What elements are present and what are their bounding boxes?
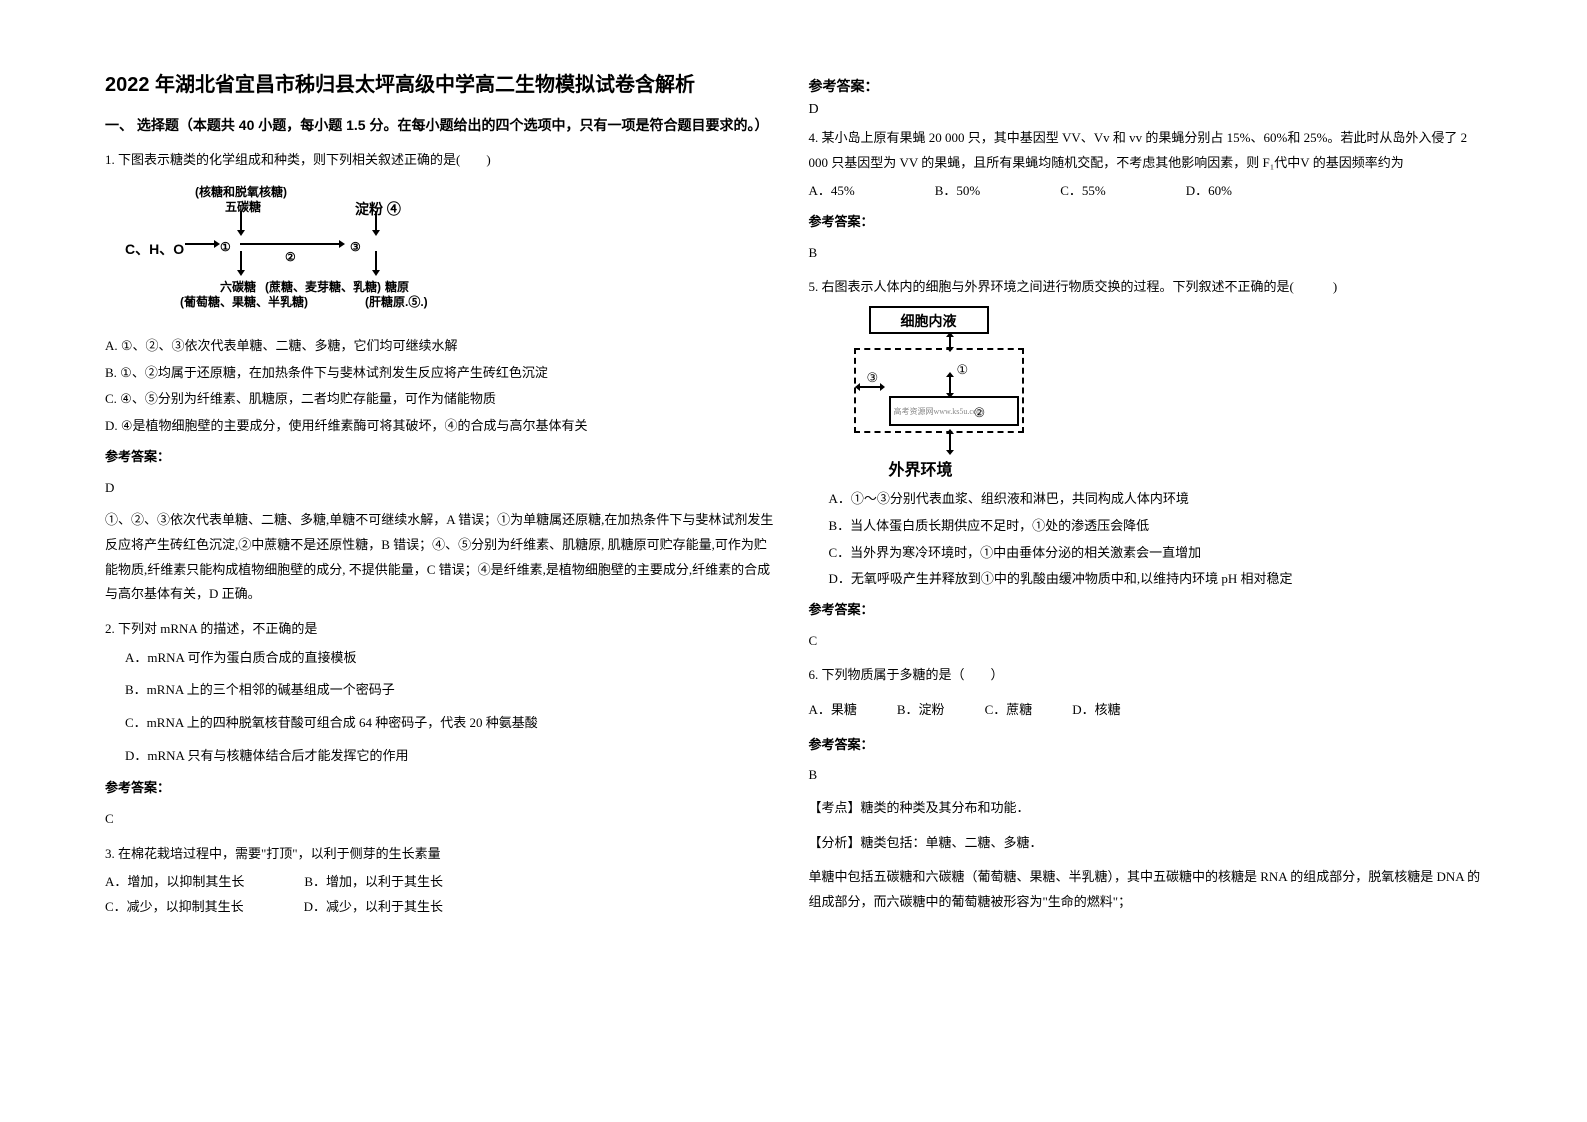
q2-text: 2. 下列对 mRNA 的描述，不正确的是 <box>105 617 779 642</box>
q2-option-c: C．mRNA 上的四种脱氧核苷酸可组合成 64 种密码子，代表 20 种氨基酸 <box>125 711 779 736</box>
q5-figure: 细胞内液 ① ② ③ 高考资源网www.ks5u.com 外界环境 <box>849 306 1049 481</box>
q4-option-a: A．45% <box>809 179 855 204</box>
q5-answer-label: 参考答案： <box>809 598 1483 623</box>
q4-answer: B <box>809 241 1483 266</box>
q3-option-b: B．增加，以利于其生长 <box>304 870 443 895</box>
q1-figure: (核糖和脱氧核糖) 五碳糖 淀粉 ④ C、H、O ① ② ③ 六碳糖 (蔗糖、麦… <box>125 181 455 326</box>
q2-option-a: A．mRNA 可作为蛋白质合成的直接模板 <box>125 646 779 671</box>
q6-text: 6. 下列物质属于多糖的是（ ） <box>809 663 1483 688</box>
q4-answer-label: 参考答案： <box>809 210 1483 235</box>
q6-explain3: 单糖中包括五碳糖和六碳糖（葡萄糖、果糖、半乳糖），其中五碳糖中的核糖是 RNA … <box>809 865 1483 914</box>
question-1: 1. 下图表示糖类的化学组成和种类，则下列相关叙述正确的是( ) (核糖和脱氧核… <box>105 148 779 607</box>
q1-option-b: B. ①、②均属于还原糖，在加热条件下与斐林试剂发生反应将产生砖红色沉淀 <box>105 361 779 386</box>
q1-option-d: D. ④是植物细胞壁的主要成分，使用纤维素酶可将其破坏，④的合成与高尔基体有关 <box>105 414 779 439</box>
q5-option-a: A．①～③分别代表血浆、组织液和淋巴，共同构成人体内环境 <box>829 487 1483 512</box>
q5-answer: C <box>809 629 1483 654</box>
q2-option-d: D．mRNA 只有与核糖体结合后才能发挥它的作用 <box>125 744 779 769</box>
q1-answer: D <box>105 476 779 501</box>
q6-explain1: 【考点】糖类的种类及其分布和功能． <box>809 796 1483 821</box>
q1-explain: ①、②、③依次代表单糖、二糖、多糖,单糖不可继续水解，A 错误；①为单糖属还原糖… <box>105 508 779 607</box>
q6-option-a: A．果糖 <box>809 698 857 723</box>
q5-option-b: B．当人体蛋白质长期供应不足时，①处的渗透压会降低 <box>829 514 1483 539</box>
q1-option-c: C. ④、⑤分别为纤维素、肌糖原，二者均贮存能量，可作为储能物质 <box>105 387 779 412</box>
q3-text: 3. 在棉花栽培过程中，需要"打顶"，以利于侧芽的生长素量 <box>105 842 779 867</box>
q2-answer-label: 参考答案： <box>105 776 779 801</box>
q2-answer: C <box>105 807 779 832</box>
q5-option-c: C．当外界为寒冷环境时，①中由垂体分泌的相关激素会一直增加 <box>829 541 1483 566</box>
q6-answer-label: 参考答案： <box>809 733 1483 758</box>
q3-answer-label: 参考答案： <box>809 76 1483 96</box>
q6-explain2: 【分析】糖类包括：单糖、二糖、多糖． <box>809 831 1483 856</box>
question-2: 2. 下列对 mRNA 的描述，不正确的是 A．mRNA 可作为蛋白质合成的直接… <box>105 617 779 832</box>
q1-text: 1. 下图表示糖类的化学组成和种类，则下列相关叙述正确的是( ) <box>105 148 779 173</box>
q6-option-d: D．核糖 <box>1072 698 1120 723</box>
q4-text: 4. 某小岛上原有果蝇 20 000 只，其中基因型 VV、Vv 和 vv 的果… <box>809 126 1483 175</box>
q6-answer: B <box>809 763 1483 788</box>
q1-option-a: A. ①、②、③依次代表单糖、二糖、多糖，它们均可继续水解 <box>105 334 779 359</box>
q6-option-c: C．蔗糖 <box>985 698 1033 723</box>
q5-text: 5. 右图表示人体内的细胞与外界环境之间进行物质交换的过程。下列叙述不正确的是(… <box>809 275 1483 300</box>
q3-option-a: A．增加，以抑制其生长 <box>105 870 244 895</box>
right-column: 参考答案： D 4. 某小岛上原有果蝇 20 000 只，其中基因型 VV、Vv… <box>794 70 1498 1052</box>
question-4: 4. 某小岛上原有果蝇 20 000 只，其中基因型 VV、Vv 和 vv 的果… <box>809 126 1483 265</box>
question-6: 6. 下列物质属于多糖的是（ ） A．果糖 B．淀粉 C．蔗糖 D．核糖 参考答… <box>809 663 1483 915</box>
section-header: 一、 选择题（本题共 40 小题，每小题 1.5 分。在每小题给出的四个选项中，… <box>105 114 779 136</box>
q4-option-b: B．50% <box>935 179 981 204</box>
q1-answer-label: 参考答案： <box>105 445 779 470</box>
q3-option-c: C．减少，以抑制其生长 <box>105 895 244 920</box>
question-3: 3. 在棉花栽培过程中，需要"打顶"，以利于侧芽的生长素量 A．增加，以抑制其生… <box>105 842 779 920</box>
page-title: 2022 年湖北省宜昌市秭归县太坪高级中学高二生物模拟试卷含解析 <box>105 70 779 100</box>
q3-answer: D <box>809 102 1483 118</box>
q3-option-d: D．减少，以利于其生长 <box>304 895 443 920</box>
q5-option-d: D．无氧呼吸产生并释放到①中的乳酸由缓冲物质中和,以维持内环境 pH 相对稳定 <box>829 567 1483 592</box>
q4-option-d: D．60% <box>1186 179 1232 204</box>
q2-option-b: B．mRNA 上的三个相邻的碱基组成一个密码子 <box>125 678 779 703</box>
question-5: 5. 右图表示人体内的细胞与外界环境之间进行物质交换的过程。下列叙述不正确的是(… <box>809 275 1483 653</box>
left-column: 2022 年湖北省宜昌市秭归县太坪高级中学高二生物模拟试卷含解析 一、 选择题（… <box>90 70 794 1052</box>
q1-options: A. ①、②、③依次代表单糖、二糖、多糖，它们均可继续水解 B. ①、②均属于还… <box>105 334 779 439</box>
q4-option-c: C．55% <box>1060 179 1106 204</box>
q6-option-b: B．淀粉 <box>897 698 945 723</box>
